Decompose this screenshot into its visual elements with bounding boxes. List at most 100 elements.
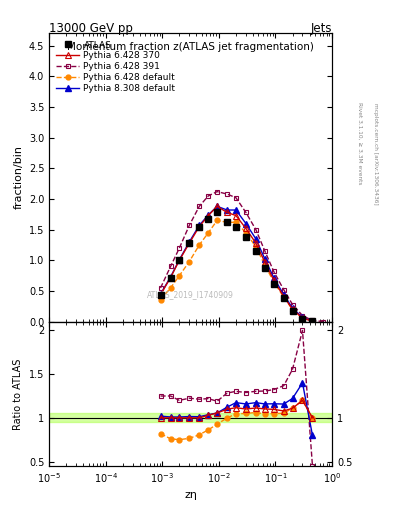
Pythia 6.428 370 [187,240,192,246]
ATLAS [300,315,305,322]
Pythia 6.428 default [300,315,305,321]
Pythia 6.428 default [225,219,230,225]
Bar [49,414,332,422]
Pythia 6.428 391 [263,248,267,254]
Pythia 6.428 370 [206,212,211,219]
Pythia 6.428 370 [225,209,230,216]
Y-axis label: fraction/bin: fraction/bin [13,145,23,209]
Pythia 6.428 default [206,230,211,236]
Pythia 6.428 370 [158,292,163,298]
Pythia 6.428 default [197,242,202,248]
Pythia 8.308 default [271,274,276,281]
Pythia 8.308 default [300,314,305,321]
Pythia 6.428 370 [244,225,248,231]
Pythia 6.428 391 [281,287,286,293]
ATLAS [310,318,315,324]
Pythia 8.308 default [158,291,163,297]
Pythia 6.428 default [177,272,182,279]
Pythia 8.308 default [310,318,315,324]
Pythia 6.428 370 [233,212,238,219]
Pythia 6.428 391 [321,318,326,325]
Pythia 8.308 default [215,203,219,209]
Pythia 6.428 370 [197,224,202,230]
Pythia 6.428 391 [244,209,248,216]
Pythia 6.428 default [233,219,238,225]
ATLAS [281,295,286,302]
Pythia 6.428 391 [290,302,295,308]
Pythia 6.428 391 [206,193,211,199]
Line: ATLAS: ATLAS [157,209,316,325]
Pythia 6.428 default [263,262,267,268]
Pythia 8.308 default [187,239,192,245]
Text: 13000 GeV pp: 13000 GeV pp [49,22,133,34]
Pythia 6.428 default [290,306,295,312]
Pythia 6.428 default [215,218,219,224]
Y-axis label: Ratio to ATLAS: Ratio to ATLAS [13,358,23,430]
Line: Pythia 8.308 default: Pythia 8.308 default [158,204,315,324]
Pythia 8.308 default [281,292,286,298]
Pythia 6.428 370 [168,274,173,281]
ATLAS [215,209,219,216]
Pythia 6.428 391 [197,203,202,209]
Line: Pythia 6.428 391: Pythia 6.428 391 [158,189,326,324]
ATLAS [187,240,192,246]
Pythia 6.428 391 [158,285,163,291]
Pythia 8.308 default [253,236,258,242]
Pythia 6.428 370 [300,315,305,321]
ATLAS [253,248,258,254]
Text: Momentum fraction z(ATLAS jet fragmentation): Momentum fraction z(ATLAS jet fragmentat… [67,42,314,52]
ATLAS [225,219,230,225]
ATLAS [197,224,202,230]
Text: Jets: Jets [310,22,332,34]
Pythia 6.428 391 [300,312,305,318]
Pythia 6.428 default [158,296,163,303]
Pythia 6.428 391 [168,263,173,269]
Line: Pythia 6.428 default: Pythia 6.428 default [158,218,315,324]
Pythia 6.428 default [281,294,286,300]
Pythia 6.428 370 [253,240,258,246]
Text: Rivet 3.1.10, ≥ 3.3M events: Rivet 3.1.10, ≥ 3.3M events [357,102,362,185]
Legend: ATLAS, Pythia 6.428 370, Pythia 6.428 391, Pythia 6.428 default, Pythia 8.308 de: ATLAS, Pythia 6.428 370, Pythia 6.428 39… [53,38,178,95]
ATLAS [177,257,182,263]
Pythia 8.308 default [244,221,248,227]
Text: ATLAS_2019_I1740909: ATLAS_2019_I1740909 [147,290,234,298]
Pythia 8.308 default [177,257,182,263]
X-axis label: zη: zη [184,490,197,500]
ATLAS [206,216,211,222]
Pythia 8.308 default [263,256,267,262]
Pythia 6.428 391 [215,188,219,195]
Line: Pythia 6.428 370: Pythia 6.428 370 [158,204,315,324]
Pythia 8.308 default [290,305,295,311]
ATLAS [168,274,173,281]
Pythia 8.308 default [206,212,211,218]
ATLAS [158,292,163,298]
Pythia 6.428 391 [310,317,315,324]
Pythia 6.428 default [271,279,276,285]
Pythia 6.428 default [187,259,192,265]
Pythia 6.428 default [168,285,173,291]
Pythia 6.428 391 [233,195,238,201]
Pythia 6.428 391 [187,222,192,228]
ATLAS [244,234,248,240]
ATLAS [271,281,276,287]
Pythia 6.428 370 [215,203,219,209]
Pythia 6.428 370 [263,259,267,265]
ATLAS [290,308,295,314]
Pythia 6.428 370 [310,318,315,324]
Pythia 6.428 default [310,318,315,324]
ATLAS [233,224,238,230]
Pythia 8.308 default [197,222,202,228]
Pythia 8.308 default [233,207,238,213]
Pythia 6.428 391 [253,227,258,233]
Pythia 6.428 391 [271,268,276,274]
Pythia 6.428 370 [281,293,286,300]
Pythia 6.428 391 [225,191,230,197]
Pythia 6.428 default [244,230,248,236]
Pythia 6.428 370 [271,277,276,283]
Pythia 8.308 default [225,207,230,213]
ATLAS [263,265,267,271]
Pythia 6.428 391 [177,245,182,251]
Pythia 8.308 default [168,274,173,280]
Pythia 6.428 370 [290,306,295,312]
Pythia 6.428 default [253,244,258,250]
